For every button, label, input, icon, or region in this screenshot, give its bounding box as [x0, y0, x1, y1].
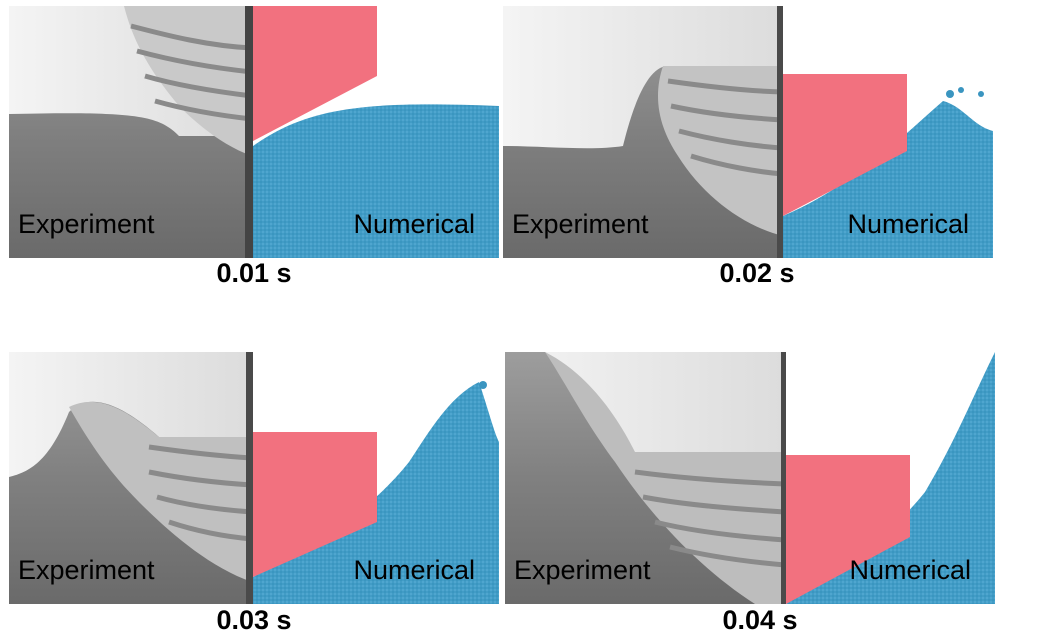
panel-0-01s-figure [9, 6, 499, 258]
experiment-label: Experiment [512, 209, 649, 239]
numerical-label: Numerical [847, 209, 969, 239]
experiment-label: Experiment [514, 555, 651, 585]
panel-0-01s: Experiment Numerical [9, 6, 499, 258]
numerical-label: Numerical [849, 555, 971, 585]
experiment-label: Experiment [18, 555, 155, 585]
experiment-label: Experiment [18, 209, 155, 239]
panel-0-02s: Experiment Numerical [503, 6, 993, 258]
panel-0-04s-figure [505, 352, 995, 604]
panel-0-03s: Experiment Numerical [9, 352, 499, 604]
time-caption: 0.02 s [719, 258, 795, 288]
panel-0-03s-figure [9, 352, 499, 604]
time-caption: 0.01 s [216, 258, 292, 288]
numerical-label: Numerical [353, 555, 475, 585]
numerical-label: Numerical [353, 209, 475, 239]
panel-0-02s-figure [503, 6, 993, 258]
panel-0-04s: Experiment Numerical [505, 352, 995, 604]
time-caption: 0.04 s [722, 605, 798, 635]
time-caption: 0.03 s [216, 605, 292, 635]
